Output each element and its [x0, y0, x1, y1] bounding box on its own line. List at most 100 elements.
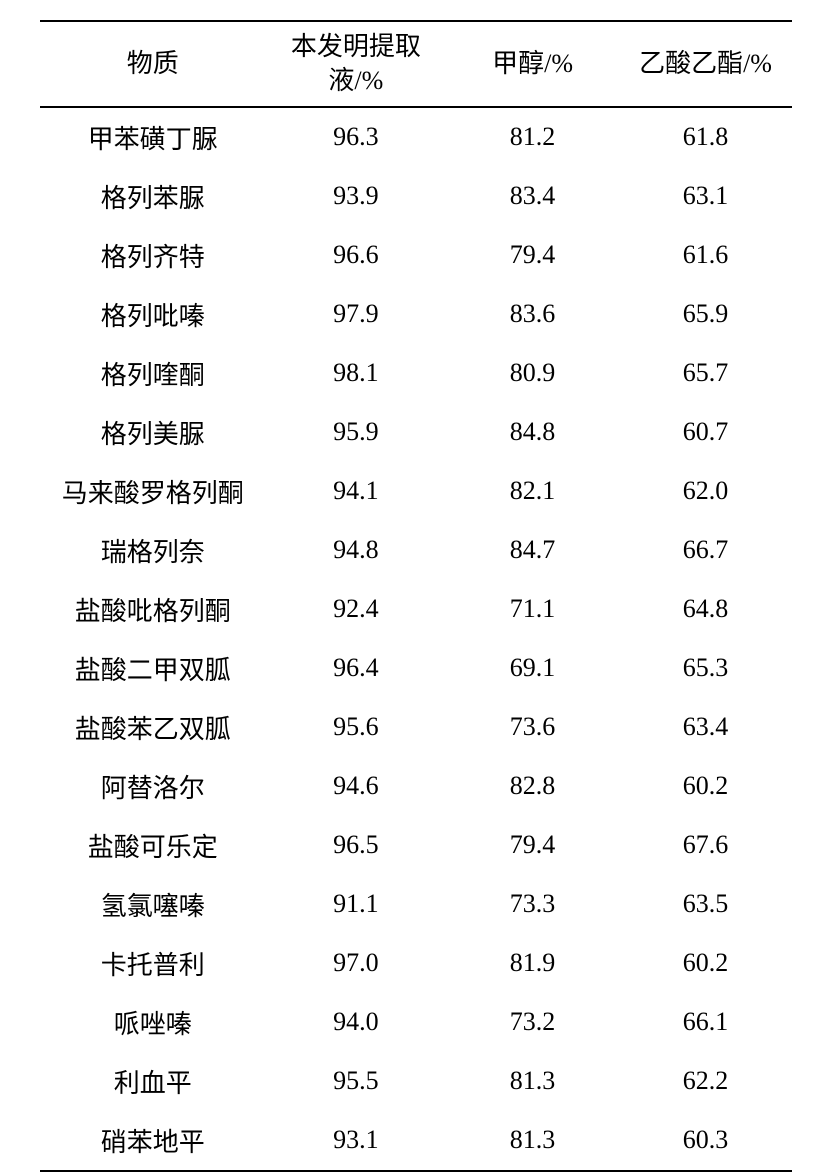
- table-cell: 63.5: [619, 875, 792, 934]
- table-cell: 62.2: [619, 1052, 792, 1111]
- table-cell: 96.3: [266, 107, 446, 167]
- table-cell: 93.1: [266, 1111, 446, 1171]
- table-row: 盐酸吡格列酮92.471.164.8: [40, 580, 792, 639]
- table-cell: 84.7: [446, 521, 619, 580]
- table-body: 甲苯磺丁脲96.381.261.8格列苯脲93.983.463.1格列齐特96.…: [40, 107, 792, 1171]
- table-row: 格列美脲95.984.860.7: [40, 403, 792, 462]
- table-cell: 格列美脲: [40, 403, 266, 462]
- table-cell: 瑞格列奈: [40, 521, 266, 580]
- table-cell: 氢氯噻嗪: [40, 875, 266, 934]
- table-cell: 94.1: [266, 462, 446, 521]
- table-row: 甲苯磺丁脲96.381.261.8: [40, 107, 792, 167]
- table-cell: 94.0: [266, 993, 446, 1052]
- table-cell: 65.3: [619, 639, 792, 698]
- table-cell: 69.1: [446, 639, 619, 698]
- table-cell: 65.9: [619, 285, 792, 344]
- data-table: 物质 本发明提取 液/% 甲醇/% 乙酸乙酯/% 甲苯磺丁脲96.381.261…: [40, 20, 792, 1172]
- table-cell: 79.4: [446, 226, 619, 285]
- table-cell: 63.1: [619, 167, 792, 226]
- table-cell: 62.0: [619, 462, 792, 521]
- column-header-methanol: 甲醇/%: [446, 21, 619, 107]
- table-cell: 盐酸二甲双胍: [40, 639, 266, 698]
- table-cell: 马来酸罗格列酮: [40, 462, 266, 521]
- table-cell: 格列喹酮: [40, 344, 266, 403]
- table-cell: 甲苯磺丁脲: [40, 107, 266, 167]
- table-cell: 81.3: [446, 1052, 619, 1111]
- table-cell: 73.2: [446, 993, 619, 1052]
- table-row: 哌唑嗪94.073.266.1: [40, 993, 792, 1052]
- table-cell: 67.6: [619, 816, 792, 875]
- table-cell: 盐酸可乐定: [40, 816, 266, 875]
- table-cell: 61.6: [619, 226, 792, 285]
- table-row: 阿替洛尔94.682.860.2: [40, 757, 792, 816]
- table-cell: 83.4: [446, 167, 619, 226]
- header-text-line2: 液/%: [328, 66, 383, 95]
- table-cell: 94.6: [266, 757, 446, 816]
- table-cell: 73.3: [446, 875, 619, 934]
- table-cell: 81.2: [446, 107, 619, 167]
- table-cell: 84.8: [446, 403, 619, 462]
- table-cell: 格列吡嗪: [40, 285, 266, 344]
- table-row: 利血平95.581.362.2: [40, 1052, 792, 1111]
- table-cell: 阿替洛尔: [40, 757, 266, 816]
- table-cell: 64.8: [619, 580, 792, 639]
- table-row: 马来酸罗格列酮94.182.162.0: [40, 462, 792, 521]
- table-cell: 60.7: [619, 403, 792, 462]
- table-header: 物质 本发明提取 液/% 甲醇/% 乙酸乙酯/%: [40, 21, 792, 107]
- table-cell: 81.9: [446, 934, 619, 993]
- table-row: 氢氯噻嗪91.173.363.5: [40, 875, 792, 934]
- table-cell: 硝苯地平: [40, 1111, 266, 1171]
- table-cell: 63.4: [619, 698, 792, 757]
- table-cell: 95.6: [266, 698, 446, 757]
- table-row: 格列苯脲93.983.463.1: [40, 167, 792, 226]
- table-cell: 97.0: [266, 934, 446, 993]
- table-row: 盐酸苯乙双胍95.673.663.4: [40, 698, 792, 757]
- table-row: 盐酸二甲双胍96.469.165.3: [40, 639, 792, 698]
- table-row: 格列喹酮98.180.965.7: [40, 344, 792, 403]
- table-cell: 格列齐特: [40, 226, 266, 285]
- table-cell: 60.2: [619, 934, 792, 993]
- column-header-ethylacetate: 乙酸乙酯/%: [619, 21, 792, 107]
- table-row: 格列吡嗪97.983.665.9: [40, 285, 792, 344]
- table-cell: 格列苯脲: [40, 167, 266, 226]
- header-row: 物质 本发明提取 液/% 甲醇/% 乙酸乙酯/%: [40, 21, 792, 107]
- table-cell: 61.8: [619, 107, 792, 167]
- table-cell: 93.9: [266, 167, 446, 226]
- column-header-invention: 本发明提取 液/%: [266, 21, 446, 107]
- table-cell: 79.4: [446, 816, 619, 875]
- table-cell: 96.5: [266, 816, 446, 875]
- table-cell: 97.9: [266, 285, 446, 344]
- table-cell: 92.4: [266, 580, 446, 639]
- table-cell: 利血平: [40, 1052, 266, 1111]
- table-cell: 96.6: [266, 226, 446, 285]
- table-cell: 81.3: [446, 1111, 619, 1171]
- table-cell: 82.8: [446, 757, 619, 816]
- table-cell: 98.1: [266, 344, 446, 403]
- table-cell: 95.5: [266, 1052, 446, 1111]
- table-cell: 73.6: [446, 698, 619, 757]
- table-cell: 95.9: [266, 403, 446, 462]
- table-cell: 盐酸吡格列酮: [40, 580, 266, 639]
- table-cell: 96.4: [266, 639, 446, 698]
- table-cell: 65.7: [619, 344, 792, 403]
- table-cell: 60.3: [619, 1111, 792, 1171]
- table-cell: 卡托普利: [40, 934, 266, 993]
- table-row: 盐酸可乐定96.579.467.6: [40, 816, 792, 875]
- table-row: 格列齐特96.679.461.6: [40, 226, 792, 285]
- table-cell: 83.6: [446, 285, 619, 344]
- table-row: 硝苯地平93.181.360.3: [40, 1111, 792, 1171]
- table-cell: 82.1: [446, 462, 619, 521]
- table-cell: 66.1: [619, 993, 792, 1052]
- table-cell: 91.1: [266, 875, 446, 934]
- table-row: 瑞格列奈94.884.766.7: [40, 521, 792, 580]
- table-cell: 80.9: [446, 344, 619, 403]
- table-row: 卡托普利97.081.960.2: [40, 934, 792, 993]
- table-cell: 盐酸苯乙双胍: [40, 698, 266, 757]
- header-text-line1: 本发明提取: [291, 32, 421, 61]
- table-cell: 哌唑嗪: [40, 993, 266, 1052]
- table-cell: 66.7: [619, 521, 792, 580]
- table-cell: 71.1: [446, 580, 619, 639]
- column-header-substance: 物质: [40, 21, 266, 107]
- table-cell: 94.8: [266, 521, 446, 580]
- table-cell: 60.2: [619, 757, 792, 816]
